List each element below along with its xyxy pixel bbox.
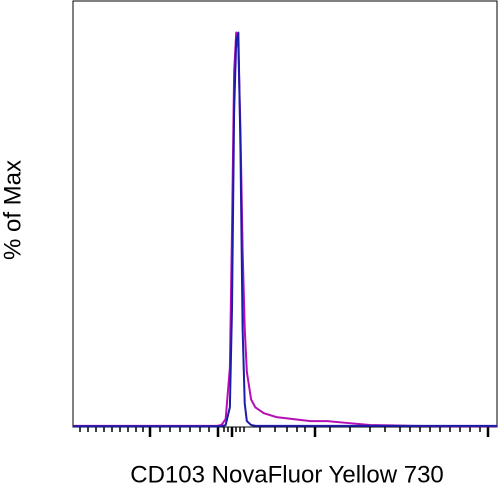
plot-frame — [72, 0, 498, 428]
x-axis-label: CD103 NovaFluor Yellow 730 — [130, 461, 444, 488]
series-line — [73, 31, 497, 428]
y-axis-label: % of Max — [0, 160, 26, 260]
series-line — [73, 31, 497, 428]
x-axis-ticks — [79, 427, 490, 437]
